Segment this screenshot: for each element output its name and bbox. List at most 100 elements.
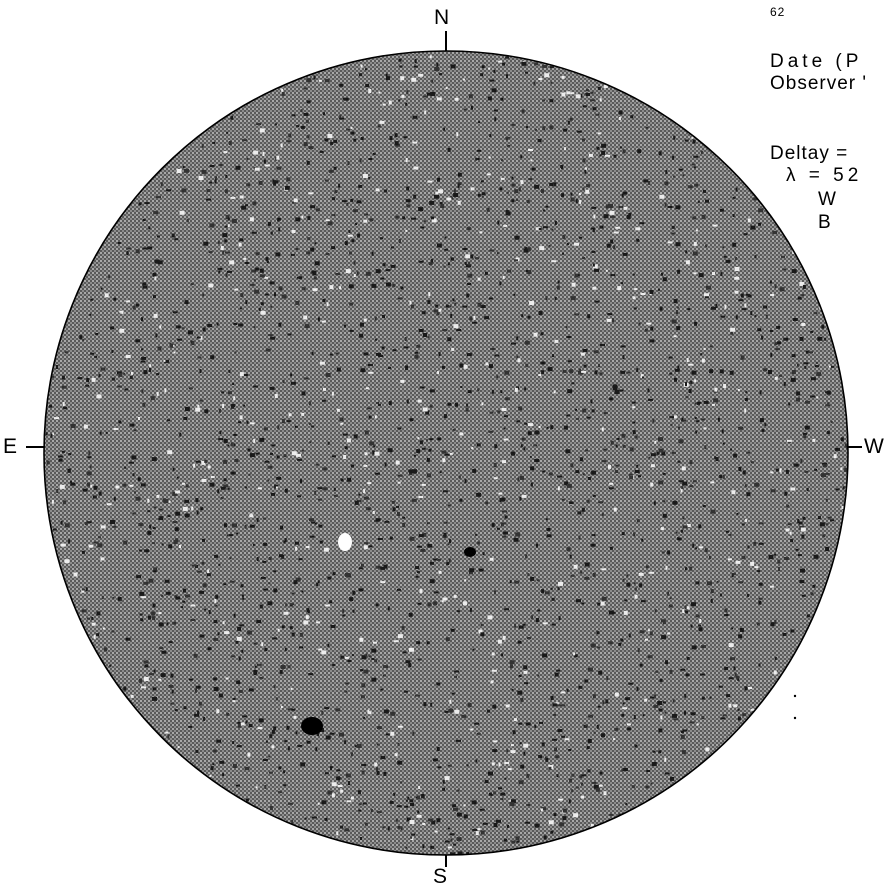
texture-speck [682, 729, 688, 732]
texture-speck [556, 704, 561, 707]
texture-speck [682, 516, 685, 520]
texture-speck [505, 136, 511, 139]
texture-speck [418, 73, 424, 77]
texture-speck [665, 660, 668, 665]
texture-speck [446, 305, 452, 308]
texture-speck [557, 486, 560, 491]
texture-speck [463, 364, 468, 369]
texture-speck [511, 183, 516, 187]
texture-speck [179, 210, 185, 215]
texture-speck [599, 771, 603, 775]
texture-speck [264, 427, 268, 431]
texture-speck [375, 565, 381, 569]
texture-speck [678, 426, 680, 430]
texture-speck [227, 270, 232, 273]
texture-speck [316, 583, 319, 586]
texture-speck [422, 844, 425, 849]
texture-speck [799, 580, 805, 583]
texture-speck [511, 123, 516, 126]
texture-speck [517, 358, 521, 363]
texture-speck [165, 591, 171, 595]
texture-speck [601, 733, 605, 738]
texture-speck [361, 764, 367, 766]
texture-speck [479, 231, 483, 234]
texture-speck [765, 314, 768, 319]
texture-speck [159, 647, 164, 650]
texture-speck [231, 219, 237, 223]
texture-speck [402, 523, 406, 527]
texture-speck [537, 674, 540, 677]
texture-speck [402, 651, 407, 654]
texture-speck [471, 447, 474, 450]
texture-speck [195, 688, 197, 693]
texture-speck [676, 326, 681, 331]
texture-speck [172, 621, 177, 625]
texture-speck [592, 228, 595, 233]
texture-speck [191, 506, 194, 511]
texture-speck [281, 554, 285, 559]
texture-speck [507, 824, 509, 828]
texture-speck [828, 365, 831, 368]
texture-speck [158, 612, 162, 615]
texture-speck [701, 696, 705, 700]
texture-speck [790, 487, 796, 491]
texture-speck [488, 67, 491, 70]
texture-speck [477, 828, 481, 831]
texture-speck [734, 672, 737, 677]
texture-speck [325, 373, 331, 377]
texture-speck [106, 503, 112, 506]
texture-speck [802, 284, 806, 289]
texture-speck [442, 458, 446, 463]
texture-speck [222, 404, 225, 408]
texture-speck [210, 476, 215, 478]
texture-speck [667, 206, 673, 208]
texture-speck [332, 455, 336, 458]
texture-speck [509, 660, 515, 665]
texture-speck [185, 594, 190, 598]
texture-speck [833, 454, 837, 459]
texture-speck [82, 339, 85, 342]
texture-speck [732, 242, 737, 247]
texture-speck [138, 523, 144, 527]
texture-speck [405, 846, 408, 849]
texture-speck [715, 457, 719, 462]
texture-speck [685, 567, 687, 571]
texture-speck [259, 437, 265, 442]
texture-speck [714, 387, 718, 392]
texture-speck [412, 731, 415, 736]
texture-speck [435, 304, 439, 308]
texture-speck [152, 687, 157, 691]
texture-speck [686, 606, 690, 610]
texture-speck [735, 560, 741, 564]
texture-speck [137, 477, 141, 482]
texture-speck [692, 543, 695, 548]
texture-speck [217, 489, 220, 494]
texture-speck [129, 461, 134, 464]
texture-speck [730, 327, 736, 332]
texture-speck [420, 548, 426, 552]
texture-speck [255, 252, 260, 256]
texture-speck [318, 648, 323, 651]
texture-speck [584, 562, 590, 567]
texture-speck [295, 731, 298, 735]
texture-speck [724, 614, 729, 616]
texture-speck [206, 573, 211, 577]
texture-speck [502, 635, 506, 640]
texture-speck [209, 774, 212, 777]
texture-speck [590, 399, 593, 404]
texture-speck [603, 85, 608, 88]
texture-speck [344, 740, 347, 745]
texture-speck [360, 368, 366, 373]
texture-speck [768, 555, 774, 559]
texture-speck [411, 833, 416, 836]
texture-speck [388, 366, 391, 369]
texture-speck [466, 227, 471, 231]
texture-speck [325, 604, 331, 607]
texture-speck [835, 447, 840, 451]
texture-speck [467, 283, 472, 285]
texture-speck [649, 339, 655, 343]
texture-speck [546, 534, 552, 538]
texture-speck [485, 362, 489, 366]
texture-speck [289, 626, 293, 630]
texture-speck [293, 198, 298, 203]
